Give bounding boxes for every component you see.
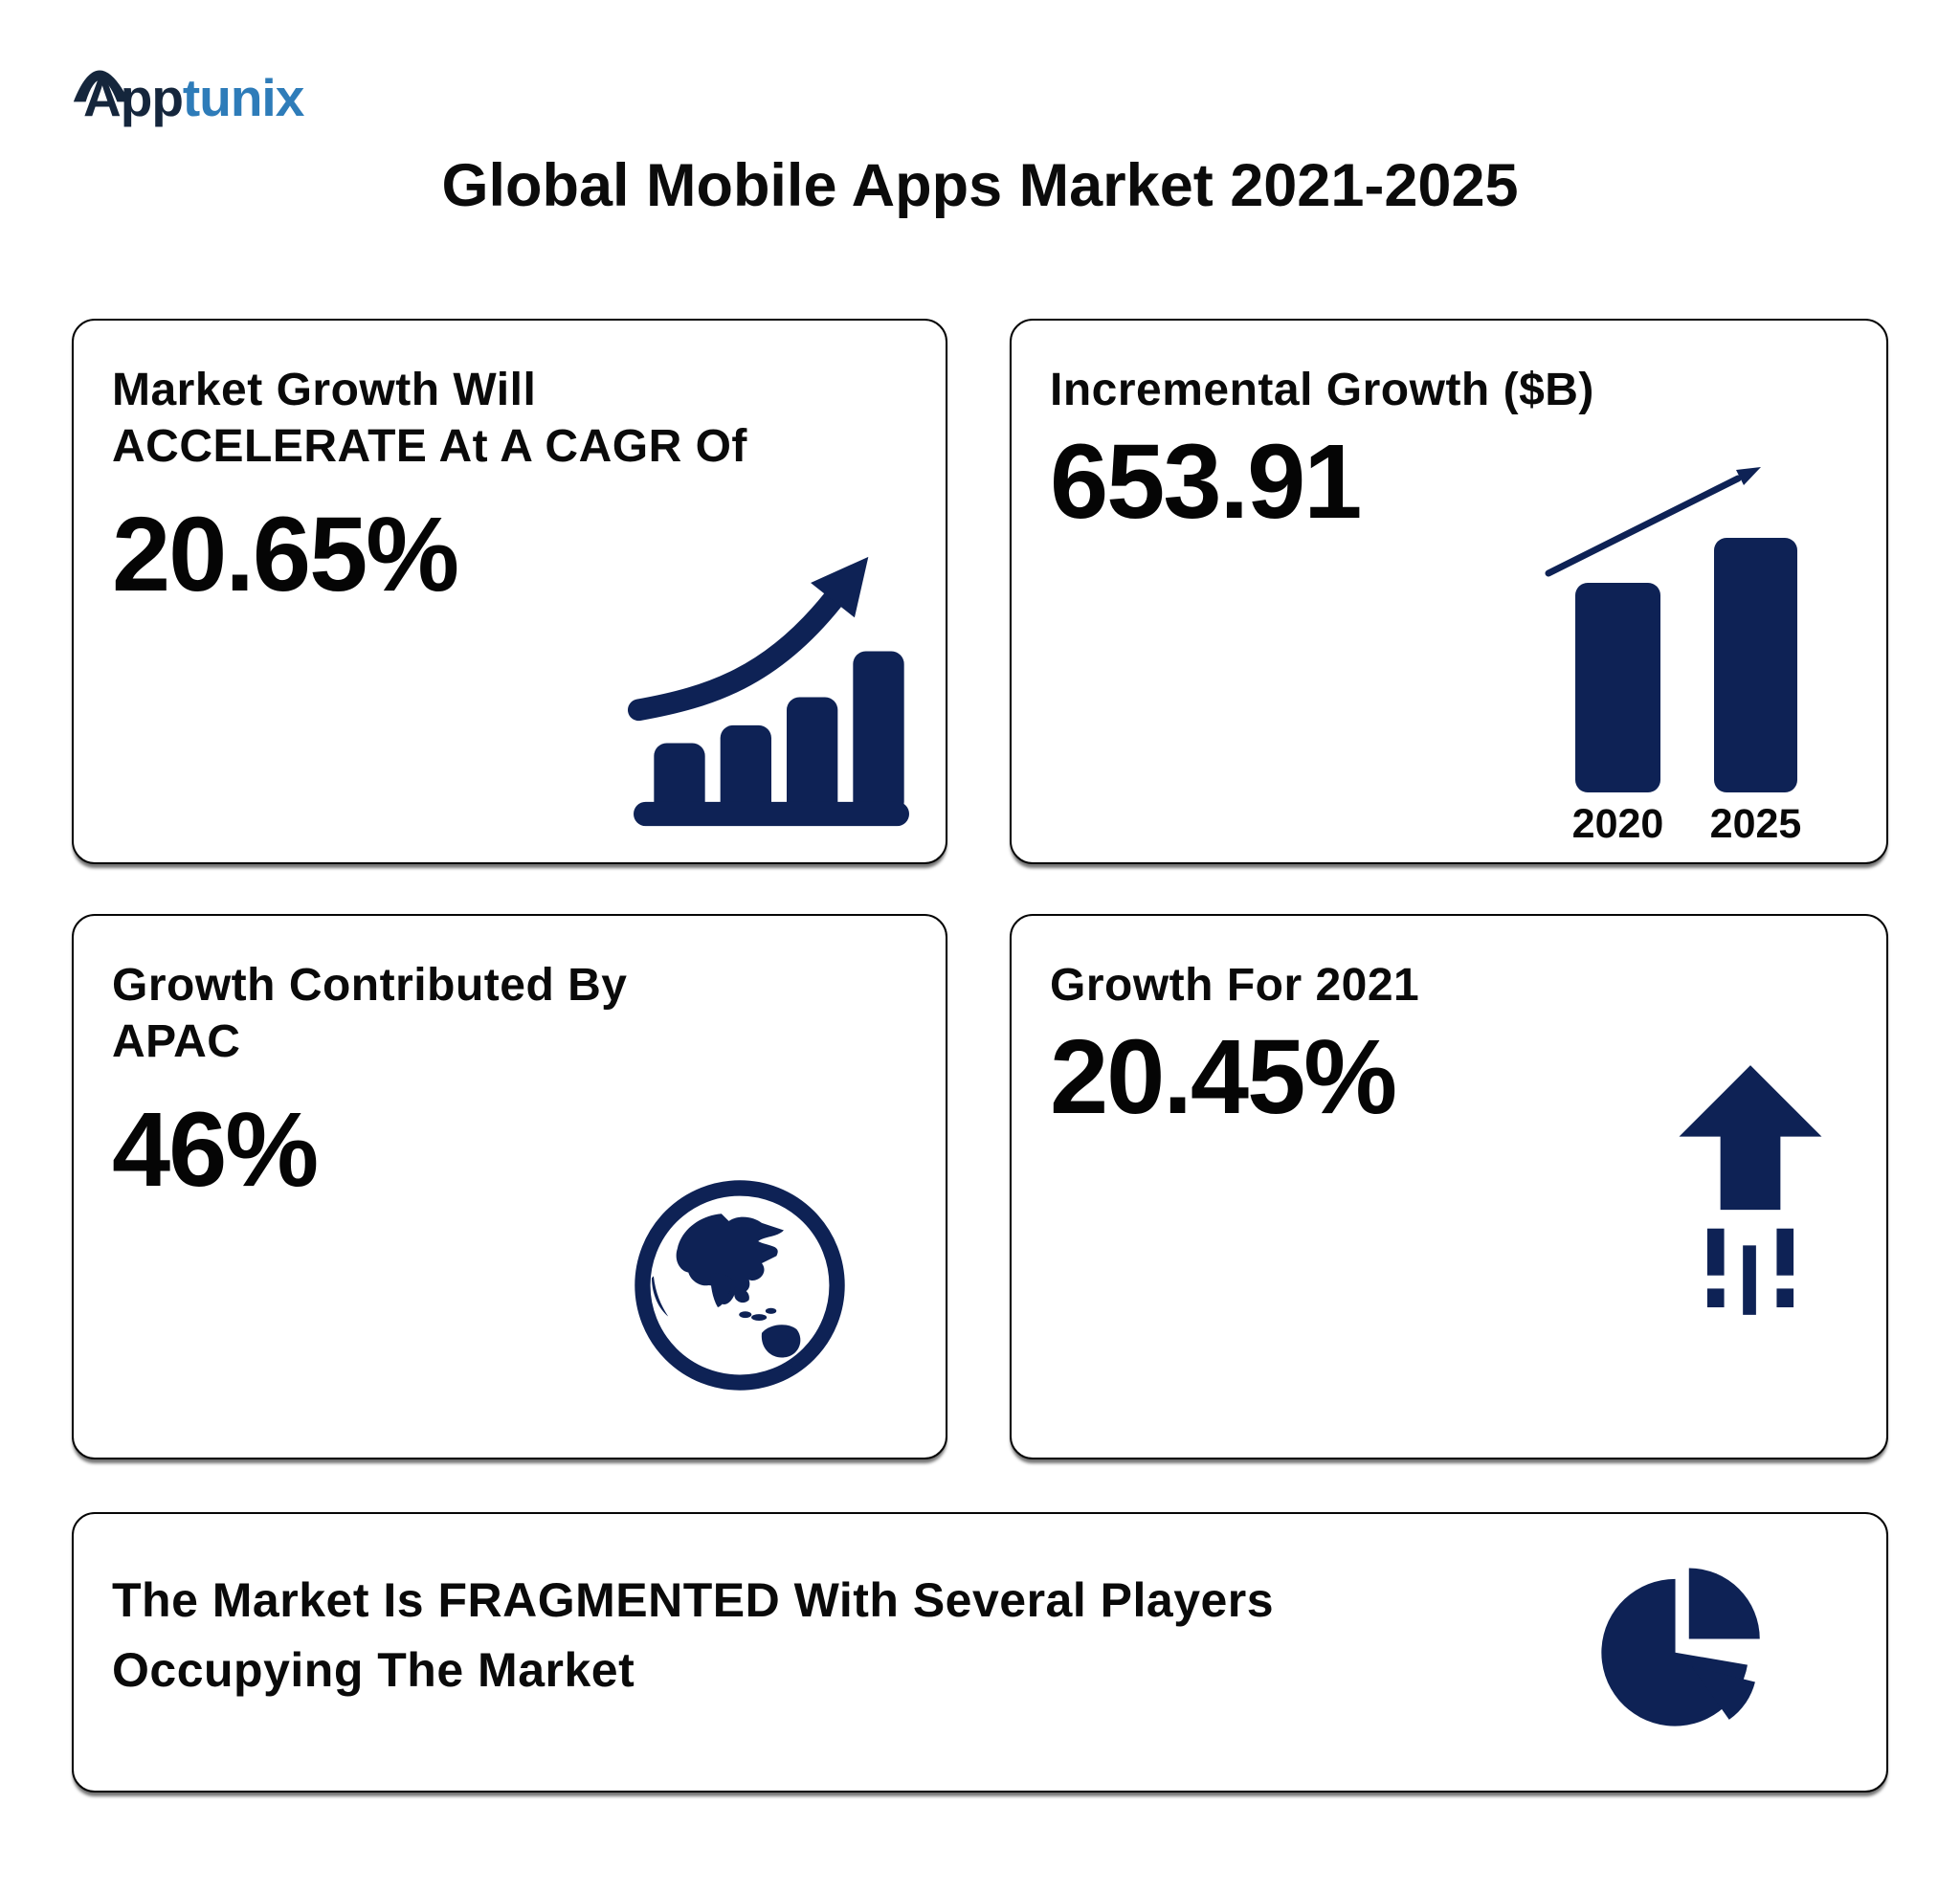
cagr-heading: Market Growth Will ACCELERATE At A CAGR … [112, 363, 907, 475]
logo-text: Apptunix [83, 67, 304, 128]
apac-value: 46% [112, 1091, 319, 1210]
fragmented-text-line2: Occupying The Market [112, 1642, 635, 1697]
fragmented-text-line1: The Market Is FRAGMENTED With Several Pl… [112, 1573, 1275, 1627]
cagr-value: 20.65% [112, 496, 459, 614]
apac-heading-line2: APAC [112, 1015, 241, 1067]
card-apac: Growth Contributed By APAC 46% [72, 914, 947, 1459]
fragmented-text: The Market Is FRAGMENTED With Several Pl… [112, 1566, 1452, 1704]
bar-2025 [1714, 538, 1797, 792]
apac-heading-line1: Growth Contributed By [112, 960, 628, 1011]
pie-chart-icon [1596, 1560, 1773, 1742]
up-arrow-icon [1657, 1063, 1844, 1324]
brand-logo: Apptunix [72, 44, 416, 132]
globe-apac-icon [630, 1175, 850, 1400]
logo-text-app: App [83, 68, 184, 127]
card-cagr: Market Growth Will ACCELERATE At A CAGR … [72, 319, 947, 864]
card-incremental: Incremental Growth ($B) 653.91 2020 2025 [1010, 319, 1888, 864]
incremental-heading: Incremental Growth ($B) [1050, 365, 1594, 415]
incremental-value: 653.91 [1050, 422, 1362, 541]
cagr-heading-line2: ACCELERATE At A CAGR Of [112, 420, 747, 472]
card-growth-2021: Growth For 2021 20.45% [1010, 914, 1888, 1459]
card-fragmented: The Market Is FRAGMENTED With Several Pl… [72, 1512, 1888, 1793]
page-title: Global Mobile Apps Market 2021-2025 [441, 152, 1519, 219]
bar-label-2025: 2025 [1709, 801, 1802, 847]
growth-bar-chart-icon [618, 539, 924, 837]
growth2021-value: 20.45% [1050, 1017, 1397, 1136]
bar-label-2020: 2020 [1571, 801, 1664, 847]
bar-2020 [1575, 583, 1660, 792]
trend-arrow-icon [1545, 475, 1742, 577]
logo-text-tunix: tunix [182, 68, 304, 127]
growth2021-heading: Growth For 2021 [1050, 960, 1420, 1011]
apac-heading: Growth Contributed By APAC [112, 958, 907, 1070]
incremental-bar-chart: 2020 2025 [1544, 465, 1802, 849]
cagr-heading-line1: Market Growth Will [112, 365, 537, 415]
logo-arch-icon [72, 46, 131, 110]
bar-labels: 2020 2025 [1544, 801, 1802, 849]
incremental-bars-icon [1545, 467, 1797, 792]
